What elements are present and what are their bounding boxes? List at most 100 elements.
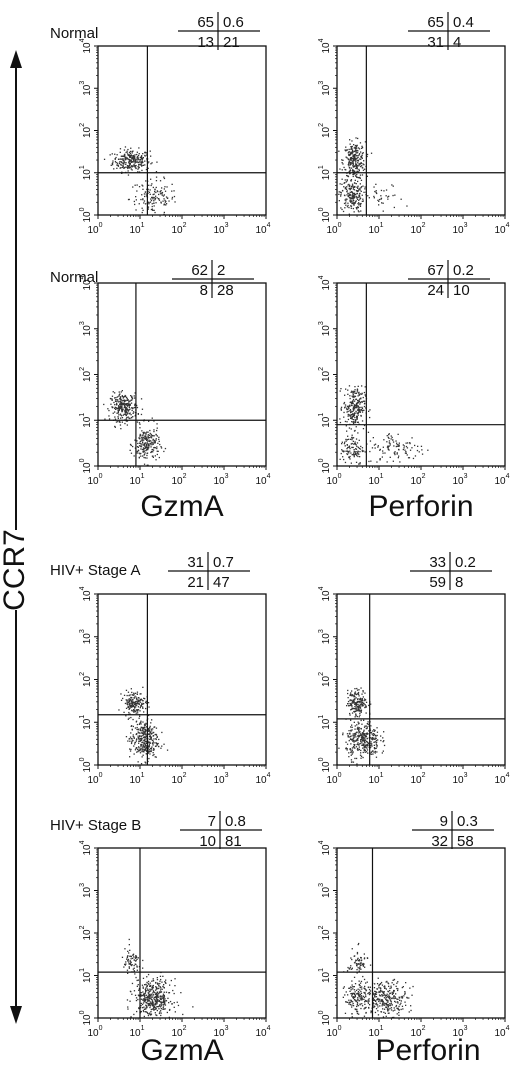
data-point bbox=[355, 165, 357, 167]
data-point bbox=[356, 190, 358, 193]
data-point bbox=[344, 207, 346, 209]
data-point bbox=[392, 991, 395, 993]
quadrant-upper-right: 2 bbox=[217, 262, 225, 279]
x-tick-exponent: 2 bbox=[183, 1025, 187, 1032]
data-point bbox=[159, 989, 162, 991]
data-point bbox=[166, 186, 168, 188]
data-point bbox=[361, 740, 364, 742]
data-point bbox=[362, 732, 364, 734]
data-point bbox=[137, 158, 139, 160]
data-point bbox=[353, 404, 355, 406]
data-point bbox=[159, 1004, 161, 1006]
data-point bbox=[346, 149, 348, 151]
data-point bbox=[368, 197, 370, 199]
data-point bbox=[136, 704, 138, 706]
bottom-label-perforin: Perforin bbox=[375, 1034, 480, 1067]
data-point bbox=[363, 733, 366, 735]
data-point bbox=[140, 735, 142, 738]
data-point bbox=[138, 437, 140, 439]
data-point bbox=[385, 981, 387, 983]
data-point bbox=[357, 450, 359, 452]
data-point bbox=[123, 402, 125, 404]
data-point bbox=[398, 1009, 400, 1011]
data-point bbox=[151, 730, 153, 732]
data-point bbox=[351, 191, 353, 193]
data-point bbox=[357, 432, 359, 434]
y-tick-exponent: 0 bbox=[318, 1010, 325, 1014]
data-point bbox=[133, 745, 135, 747]
data-point bbox=[148, 420, 150, 422]
data-point bbox=[114, 400, 117, 402]
x-tick-exponent: 2 bbox=[422, 1025, 426, 1032]
data-point bbox=[129, 707, 131, 709]
data-point bbox=[137, 979, 139, 981]
x-tick-exponent: 0 bbox=[338, 473, 342, 480]
data-point bbox=[354, 419, 356, 421]
data-point bbox=[128, 417, 130, 419]
data-point bbox=[140, 1010, 142, 1013]
data-point bbox=[357, 742, 359, 744]
data-point bbox=[392, 997, 394, 999]
data-point bbox=[346, 430, 348, 432]
data-point bbox=[151, 450, 153, 453]
data-point bbox=[163, 996, 165, 999]
data-point bbox=[116, 408, 118, 410]
data-point bbox=[142, 444, 144, 446]
data-point bbox=[122, 697, 124, 700]
data-point bbox=[170, 979, 172, 982]
data-point bbox=[344, 445, 346, 447]
data-point bbox=[141, 735, 143, 737]
data-point bbox=[358, 411, 360, 413]
data-point bbox=[379, 998, 381, 1000]
data-point bbox=[122, 158, 124, 160]
data-point bbox=[346, 453, 348, 455]
y-tick-exponent: 4 bbox=[79, 586, 86, 590]
data-point bbox=[160, 998, 162, 1001]
data-point bbox=[357, 452, 359, 454]
data-point bbox=[351, 416, 353, 418]
data-point bbox=[350, 735, 352, 737]
data-point bbox=[373, 1006, 375, 1009]
data-point bbox=[353, 421, 356, 423]
data-point bbox=[366, 155, 368, 158]
data-point bbox=[399, 1003, 401, 1006]
data-point bbox=[406, 447, 409, 449]
data-point bbox=[385, 1002, 388, 1004]
data-point bbox=[349, 139, 351, 141]
data-point bbox=[151, 742, 154, 744]
data-point bbox=[138, 442, 141, 444]
data-point bbox=[361, 995, 363, 997]
data-point bbox=[152, 994, 155, 996]
data-point bbox=[143, 456, 145, 459]
scatter-points bbox=[118, 686, 169, 765]
data-point bbox=[140, 159, 142, 161]
data-point bbox=[137, 998, 139, 1001]
data-point bbox=[344, 407, 346, 409]
data-point bbox=[155, 987, 158, 989]
data-point bbox=[143, 742, 145, 744]
data-point bbox=[355, 158, 357, 160]
data-point bbox=[135, 740, 137, 742]
data-point bbox=[352, 707, 354, 709]
data-point bbox=[373, 1005, 375, 1007]
data-point bbox=[350, 205, 353, 207]
data-point bbox=[131, 396, 133, 399]
data-point bbox=[129, 163, 131, 165]
data-point bbox=[359, 401, 361, 403]
data-point bbox=[351, 967, 353, 969]
data-point bbox=[165, 982, 167, 984]
data-point bbox=[367, 721, 369, 723]
data-point bbox=[349, 990, 351, 992]
data-point bbox=[370, 737, 372, 739]
data-point bbox=[353, 409, 355, 411]
x-tick-label: 104 bbox=[255, 772, 270, 786]
data-point bbox=[147, 729, 149, 731]
data-point bbox=[148, 1000, 150, 1002]
data-point bbox=[156, 1009, 158, 1012]
data-point bbox=[156, 996, 158, 998]
data-point bbox=[341, 162, 343, 164]
quadrant-upper-left: 7 bbox=[208, 813, 216, 830]
data-point bbox=[137, 984, 139, 986]
data-point bbox=[126, 157, 128, 159]
data-point bbox=[144, 997, 146, 999]
